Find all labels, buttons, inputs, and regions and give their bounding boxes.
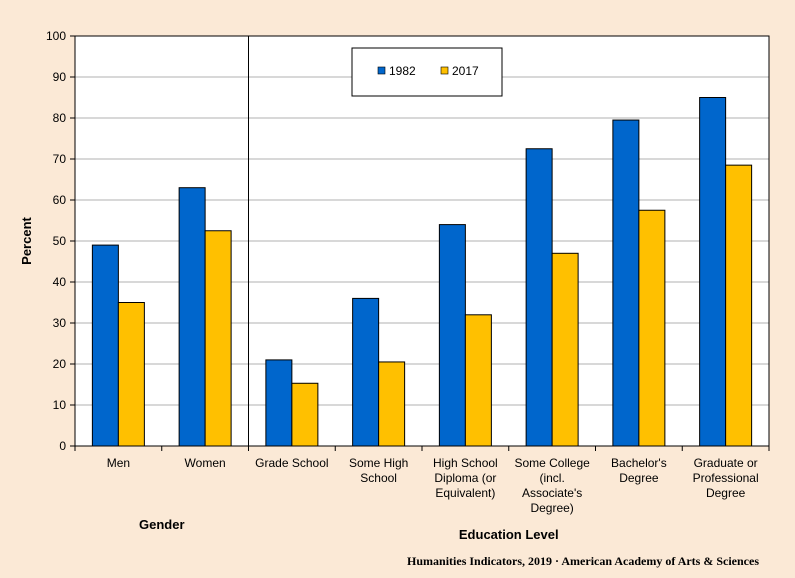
bar-2017-3 — [378, 361, 406, 447]
y-tick-label: 20 — [53, 357, 67, 371]
x-tick-label: Grade School — [255, 456, 328, 470]
y-tick-label: 0 — [59, 439, 66, 453]
bar-1982-6 — [612, 119, 640, 447]
y-tick-label: 80 — [53, 111, 67, 125]
bar-1982-7 — [699, 97, 727, 447]
bar-1982-2 — [265, 359, 293, 447]
y-tick-label: 90 — [53, 70, 67, 84]
group-labels: Gender Education Level — [139, 517, 559, 542]
bar-2017-7 — [725, 164, 753, 447]
group-label-0: Gender — [139, 517, 185, 532]
legend-box — [351, 47, 503, 97]
legend-label-1982: 1982 — [389, 64, 416, 78]
x-tick-label: Men — [107, 456, 130, 470]
bar-1982-5 — [525, 148, 553, 447]
legend-swatch-2017 — [440, 66, 449, 75]
x-axis: Men Women Grade School Some High School High … — [74, 446, 770, 515]
y-tick-label: 40 — [53, 275, 67, 289]
x-tick-label: Graduate or Professional Degree — [693, 456, 759, 500]
legend: 1982 2017 — [351, 47, 503, 97]
y-axis-title: Percent — [19, 216, 34, 264]
bar-1982-1 — [178, 187, 206, 447]
source-credit: Humanities Indicators, 2019 · American A… — [407, 554, 759, 568]
legend-swatch-1982 — [377, 66, 386, 75]
bar-1982-3 — [352, 297, 380, 447]
bar-2017-5 — [551, 252, 579, 447]
bar-1982-0 — [91, 244, 119, 447]
legend-label-2017: 2017 — [452, 64, 479, 78]
bar-2017-1 — [204, 230, 232, 447]
x-tick-label: Some College (incl. Associate's Degree) — [514, 456, 590, 515]
y-tick-label: 60 — [53, 193, 67, 207]
y-tick-label: 10 — [53, 398, 67, 412]
x-tick-label: Women — [185, 456, 226, 470]
bars — [91, 97, 753, 447]
x-tick-label: High School Diploma (or Equivalent) — [433, 456, 498, 500]
y-tick-label: 70 — [53, 152, 67, 166]
bar-2017-2 — [291, 382, 319, 447]
y-tick-label: 30 — [53, 316, 67, 330]
y-tick-label: 50 — [53, 234, 67, 248]
x-tick-label: Some High School — [349, 456, 408, 485]
bar-1982-4 — [438, 224, 466, 447]
y-axis: 0 10 20 30 40 50 60 70 80 90 100 — [46, 29, 75, 453]
group-label-1: Education Level — [459, 527, 559, 542]
bar-2017-0 — [117, 302, 145, 447]
y-tick-label: 100 — [46, 29, 66, 43]
x-tick-label: Bachelor's Degree — [611, 456, 667, 485]
bar-2017-4 — [464, 314, 492, 447]
bar-2017-6 — [638, 209, 666, 447]
